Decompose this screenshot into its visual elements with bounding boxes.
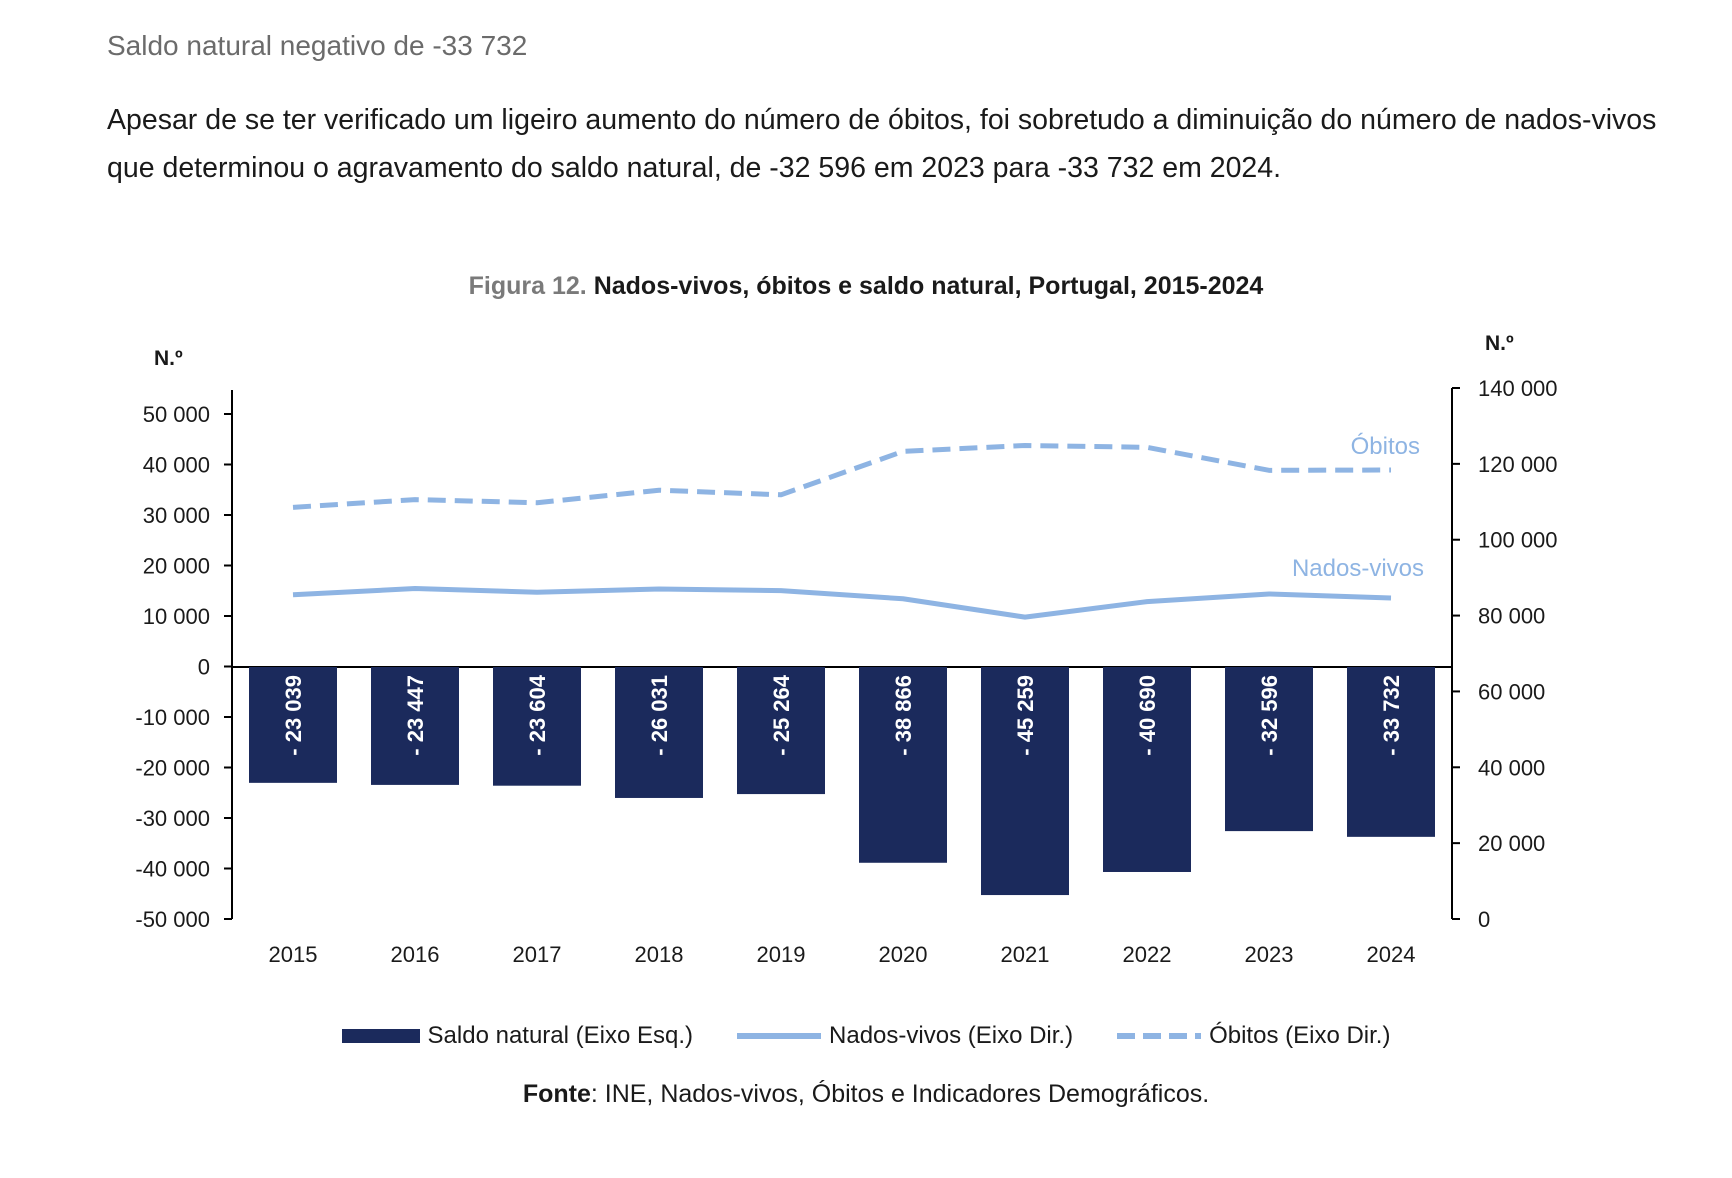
bar-saldo-2018 (615, 667, 703, 798)
left-axis-tick-label: -10 000 (135, 705, 210, 730)
x-axis-tick-label: 2020 (879, 942, 928, 967)
bar-series: - 23 039 - 23 447 - 23 604 - 26 031 - 25 264… (249, 667, 1435, 896)
left-axis-tick-label: 40 000 (143, 453, 210, 478)
source-text: : INE, Nados-vivos, Óbitos e Indicadores… (590, 1080, 1210, 1108)
source-label: Fonte (522, 1080, 591, 1108)
x-axis-tick-label: 2015 (269, 942, 318, 967)
bar-value-label: - 25 264 (769, 674, 794, 755)
left-axis-tick-label: -20 000 (135, 756, 210, 781)
bar-value-label: - 45 259 (1013, 675, 1038, 756)
chart-axes: -50 000 -40 000 -30 000 -20 000 -10 000 0 10 0… (135, 332, 1557, 967)
section-title: Saldo natural negativo de -33 732 (107, 30, 528, 61)
figure-title: Figura 12. Nados-vivos, óbitos e saldo n… (0, 272, 1732, 301)
intro-paragraph: Apesar de se ter verificado um ligeiro a… (107, 104, 1657, 184)
series-label-obitos: Óbitos (1351, 433, 1420, 460)
legend-swatch-dashed-line (1117, 1033, 1202, 1039)
bar-value-label: - 23 039 (281, 675, 306, 756)
bar-saldo-2019 (737, 667, 825, 795)
right-axis-tick-label: 0 (1478, 907, 1490, 932)
left-axis-tick-label: -40 000 (135, 857, 210, 882)
legend-item-obitos: Óbitos (Eixo Dir.) (1117, 1022, 1390, 1050)
chart-legend: Saldo natural (Eixo Esq.) Nados-vivos (E… (0, 1022, 1732, 1050)
legend-swatch-bar (341, 1029, 420, 1043)
figure-number: Figura 12. (468, 272, 587, 300)
bar-value-label: - 40 690 (1135, 675, 1160, 756)
right-axis-tick-label: 100 000 (1478, 528, 1558, 553)
right-axis-tick-label: 120 000 (1478, 452, 1558, 477)
bar-saldo-2016 (371, 667, 459, 785)
bar-saldo-2017 (493, 667, 581, 786)
series-label-nados-vivos: Nados-vivos (1292, 555, 1424, 582)
x-axis-tick-label: 2017 (513, 942, 562, 967)
left-axis-tick-label: -30 000 (135, 806, 210, 831)
line-nados-vivos (292, 586, 1392, 620)
bar-saldo-2022 (1103, 667, 1191, 872)
left-axis-tick-label: 20 000 (143, 554, 210, 579)
right-axis-tick-label: 140 000 (1478, 376, 1558, 401)
left-axis-tick-label: -50 000 (135, 907, 210, 932)
figure-title-text: Nados-vivos, óbitos e saldo natural, Por… (593, 272, 1264, 300)
bar-value-label: - 38 866 (891, 675, 916, 756)
bar-value-label: - 23 447 (403, 675, 428, 756)
bar-saldo-2015 (249, 667, 337, 783)
right-axis-tick-label: 80 000 (1478, 604, 1545, 629)
right-axis-tick-label: 40 000 (1478, 755, 1545, 780)
legend-label-saldo: Saldo natural (Eixo Esq.) (427, 1022, 694, 1049)
bar-saldo-2020 (859, 667, 947, 863)
bar-saldo-2024 (1347, 667, 1435, 837)
left-axis-tick-label: 50 000 (143, 402, 210, 427)
legend-label-obitos: Óbitos (Eixo Dir.) (1209, 1022, 1391, 1049)
bar-saldo-2023 (1225, 667, 1313, 832)
right-axis-tick-label: 20 000 (1478, 831, 1545, 856)
chart-labels: Nados-vivos Óbitos (1292, 433, 1424, 582)
legend-label-nados-vivos: Nados-vivos (Eixo Dir.) (829, 1022, 1074, 1049)
bar-value-label: - 23 604 (525, 674, 550, 755)
bar-value-label: - 33 732 (1379, 675, 1404, 756)
x-axis-tick-label: 2024 (1367, 942, 1416, 967)
x-axis-tick-label: 2022 (1123, 942, 1172, 967)
x-axis-tick-label: 2023 (1245, 942, 1294, 967)
x-axis-tick-label: 2018 (635, 942, 684, 967)
x-axis-tick-label: 2021 (1001, 942, 1050, 967)
source-note: Fonte: INE, Nados-vivos, Óbitos e Indica… (0, 1080, 1732, 1109)
legend-swatch-solid-line (737, 1033, 822, 1039)
left-axis-tick-label: 10 000 (143, 604, 210, 629)
left-axis-tick-label: 0 (198, 655, 210, 680)
bar-value-label: - 26 031 (647, 675, 672, 756)
line-obitos (292, 442, 1392, 510)
bar-saldo-2021 (981, 667, 1069, 896)
x-axis-tick-label: 2019 (757, 942, 806, 967)
legend-item-nados-vivos: Nados-vivos (Eixo Dir.) (737, 1022, 1073, 1050)
left-axis-tick-label: 30 000 (143, 503, 210, 528)
x-axis-tick-label: 2016 (391, 942, 440, 967)
right-axis-tick-label: 60 000 (1478, 679, 1545, 704)
right-axis-title: N.º (1485, 332, 1514, 355)
legend-item-saldo: Saldo natural (Eixo Esq.) (341, 1022, 694, 1050)
bar-value-label: - 32 596 (1257, 675, 1282, 756)
left-axis-title: N.º (154, 347, 183, 370)
line-series (292, 442, 1392, 620)
